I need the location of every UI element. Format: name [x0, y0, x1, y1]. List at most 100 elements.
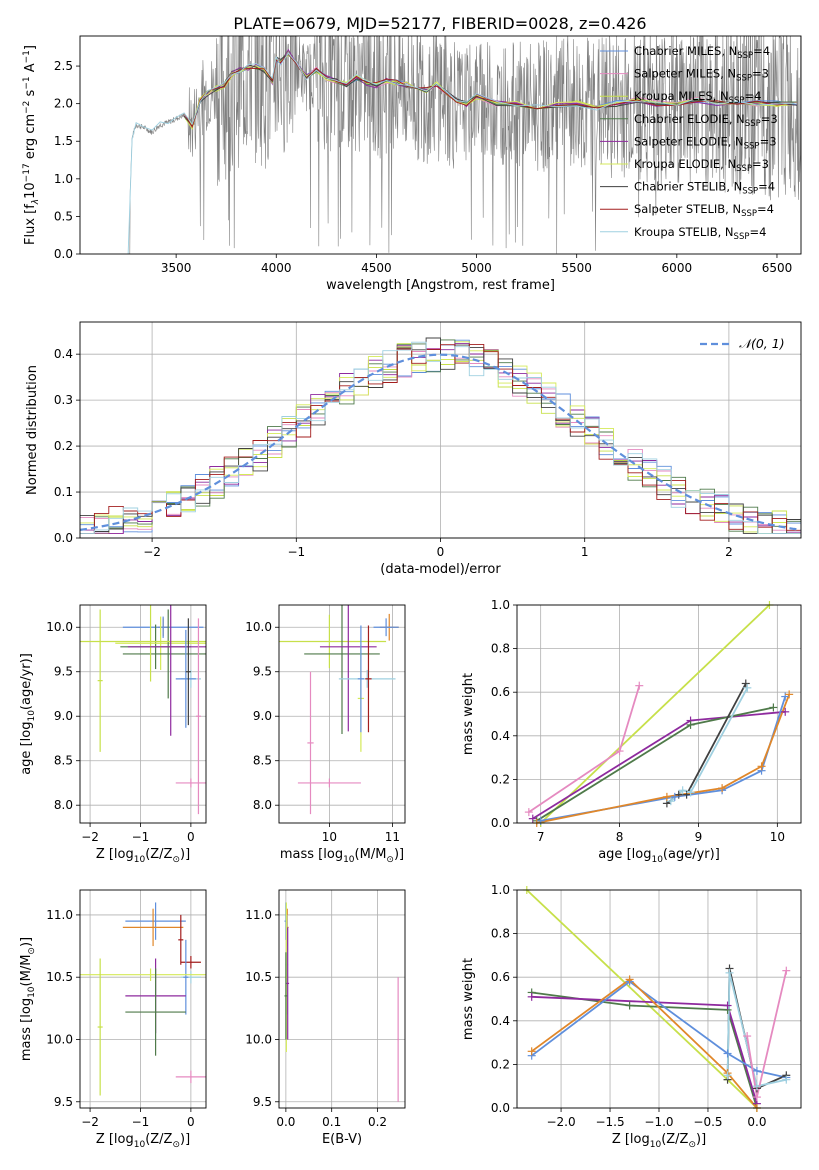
y-tick-label: 8.0: [54, 798, 73, 812]
model-line-kroupa-stelib: [127, 52, 798, 254]
plot-area: [127, 36, 801, 254]
y-tick-label: 9.5: [54, 665, 73, 679]
gaussian-curve: [80, 353, 801, 531]
y-tick-label: 11.0: [46, 908, 73, 922]
mass-vs-ebv-panel: 0.0 0.1 0.2 9.5 10.0 10.5 11.0 E(B-V): [245, 889, 406, 1147]
y-tick-label: 2.5: [54, 59, 73, 73]
y-tick-label: 0.4: [491, 729, 510, 743]
x-axis-label: (data-model)/error: [380, 562, 501, 577]
x-tick-label: 0.0: [276, 1115, 295, 1129]
x-tick-label: 0.2: [368, 1115, 387, 1129]
x-tick-label: 3500: [161, 261, 192, 275]
y-tick-label: 9.5: [54, 1095, 73, 1109]
x-tick-label: 0: [437, 545, 445, 559]
y-tick-label: 8.0: [253, 798, 272, 812]
grid: [80, 890, 206, 1108]
y-tick-label: 0.5: [54, 209, 73, 223]
residuals-panel: −2 −1 0 1 2 0.0 0.1 0.2 0.3 0.4 (data-model)/error…: [25, 321, 802, 577]
plot-area: [284, 902, 400, 1102]
grid: [517, 604, 801, 824]
x-tick-label: 2: [725, 545, 733, 559]
histogram-kroupa-stelib: [80, 341, 801, 534]
y-axis-label: mass weight: [461, 958, 476, 1040]
x-tick-label: 0: [187, 1115, 195, 1129]
x-tick-label: −2: [81, 830, 99, 844]
plot-area: [80, 337, 801, 534]
x-axis-label: mass [log10(M/M⊙)]: [280, 847, 404, 865]
y-tick-label: 8.5: [54, 754, 73, 768]
y-tick-label: 9.0: [54, 709, 73, 723]
legend-entry-gaussian: 𝒩(0, 1): [739, 336, 785, 351]
model-line-salpeter-stelib: [183, 53, 798, 129]
y-tick-label: 0.0: [54, 531, 73, 545]
y-tick-label: 0.8: [491, 927, 510, 941]
x-tick-label: 4000: [261, 261, 292, 275]
y-axis-label: age [log10(age/yr)]: [19, 653, 37, 775]
x-tick-label: 7: [537, 830, 545, 844]
y-tick-label: 0.3: [54, 393, 73, 407]
x-tick-label: 4500: [361, 261, 392, 275]
x-tick-label: −2: [143, 545, 161, 559]
y-tick-label: 0.2: [491, 772, 510, 786]
axes-frame: [79, 35, 802, 255]
x-tick-label: 5500: [561, 261, 592, 275]
x-axis-label: Z [log10(Z/Z⊙)]: [96, 847, 190, 865]
y-tick-label: 10.5: [46, 970, 73, 984]
x-tick-label: 5000: [461, 261, 492, 275]
x-axis-label: age [log10(age/yr)]: [598, 847, 720, 865]
y-tick-label: 10.0: [245, 1032, 272, 1046]
y-tick-label: 0.4: [54, 347, 73, 361]
histogram-salpeter-stelib: [80, 343, 801, 534]
x-tick-label: −1: [287, 545, 305, 559]
y-tick-label: 1.0: [491, 883, 510, 897]
y-axis-label: Normed distribution: [25, 365, 40, 495]
y-tick-label: 0.0: [491, 816, 510, 830]
x-tick-label: 11: [385, 830, 400, 844]
y-tick-label: 0.2: [491, 1057, 510, 1071]
grid: [517, 889, 801, 1109]
y-tick-label: 0.1: [54, 485, 73, 499]
plot-area: [80, 605, 206, 815]
x-tick-label: 0.1: [322, 1115, 341, 1129]
legend-entry-salpeter-miles: Salpeter MILES, NSSP=3: [634, 67, 769, 84]
y-tick-label: 0.6: [491, 685, 510, 699]
x-tick-label: −1: [132, 830, 150, 844]
age-vs-metallicity-panel: −2 −1 0 8.0 8.5 9.0 9.5 10.0 Z [log10(Z/Z⊙)] age …: [19, 604, 207, 865]
legend-entry-kroupa-miles: Kroupa MILES, NSSP=4: [634, 89, 761, 106]
y-tick-label: 1.0: [54, 172, 73, 186]
y-tick-label: 8.5: [253, 754, 272, 768]
x-tick-label: −2: [81, 1115, 99, 1129]
plot-area: [80, 902, 206, 1096]
y-axis-label: mass [log10(M/M⊙)]: [19, 937, 37, 1061]
x-tick-label: −2.0: [546, 1115, 575, 1129]
x-tick-label: 10: [322, 830, 337, 844]
legend-entry-kroupa-elodie: Kroupa ELODIE, NSSP=3: [634, 157, 769, 174]
y-tick-label: 10.0: [46, 1032, 73, 1046]
y-axis-label: Flux [fλ10−17 erg cm−2 s−1 A−1]: [22, 45, 41, 245]
x-tick-label: 1: [581, 545, 589, 559]
weight-line-kroupa-stelib: [726, 972, 787, 1088]
y-tick-label: 0.0: [491, 1101, 510, 1115]
x-tick-label: 6500: [762, 261, 793, 275]
y-tick-label: 9.5: [253, 665, 272, 679]
axes-frame: [79, 321, 802, 539]
spectrum-panel: 3500 4000 4500 5000 5500 6000 6500 0.0 0.5 1.0 1.5…: [22, 35, 802, 293]
age-vs-mass-panel: 10 11 8.0 8.5 9.0 9.5 10.0 mass [log10(M/M⊙)]: [245, 604, 406, 865]
y-tick-label: 1.5: [54, 134, 73, 148]
plot-area: [528, 605, 791, 823]
figure-title: PLATE=0679, MJD=52177, FIBERID=0028, z=0…: [233, 14, 646, 33]
y-axis-label: mass weight: [461, 673, 476, 755]
x-tick-label: 6000: [662, 261, 693, 275]
x-tick-label: 0: [187, 830, 195, 844]
y-tick-label: 0.6: [491, 970, 510, 984]
axes-frame: [79, 604, 207, 824]
y-tick-label: 9.0: [253, 709, 272, 723]
x-tick-label: −0.5: [693, 1115, 722, 1129]
weight-line-salpeter-elodie: [532, 710, 786, 820]
grid: [80, 605, 206, 823]
weight-line-orange: [531, 978, 758, 1108]
weight-vs-metallicity-panel: −2.0 −1.5 −1.0 −0.5 0.0 0.0 0.2 0.4 0.6 0.8 1.0 Z […: [461, 883, 802, 1150]
grid: [279, 890, 405, 1108]
axes-frame: [278, 604, 406, 824]
